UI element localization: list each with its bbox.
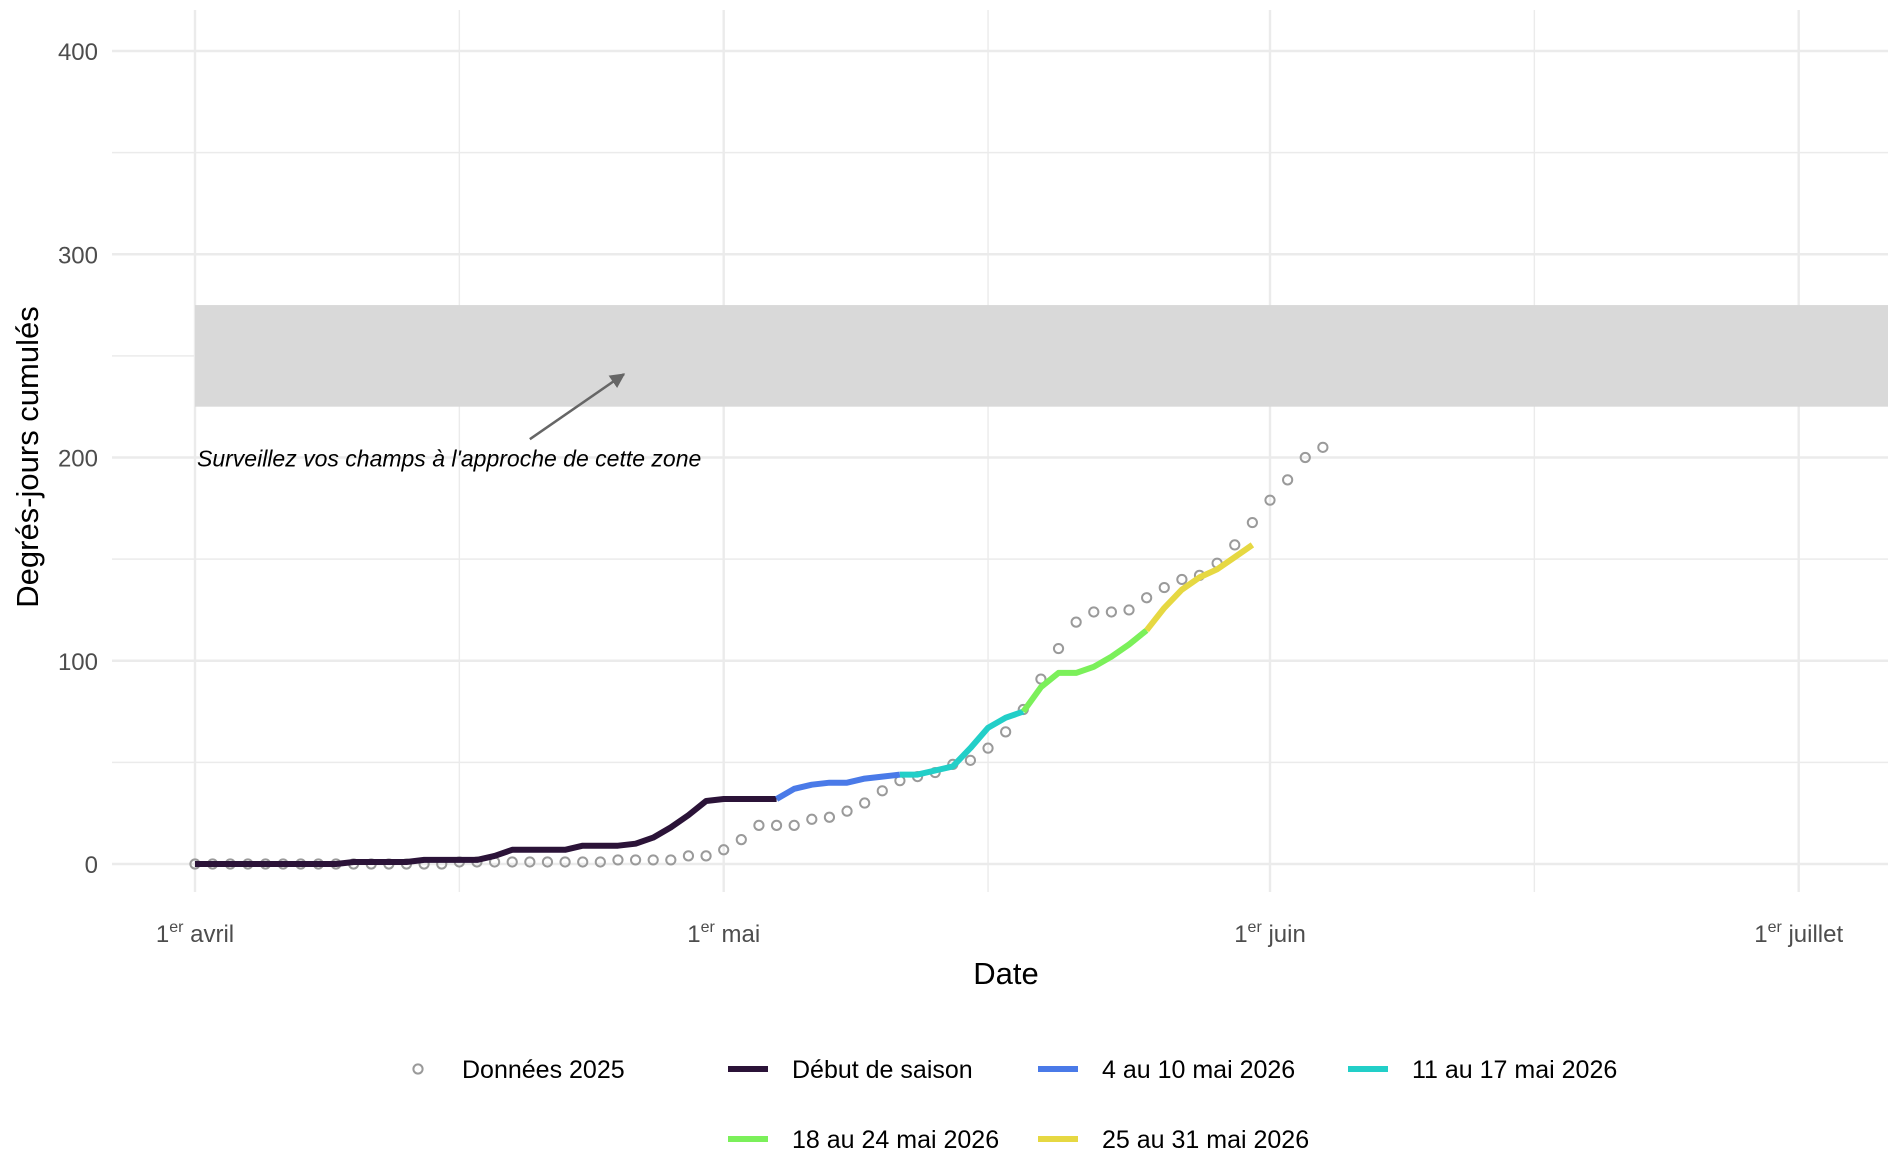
data-point-2025: [1070, 616, 1082, 628]
data-point-2025: [1141, 592, 1153, 604]
data-point-2025: [665, 854, 677, 866]
legend-label: 4 au 10 mai 2026: [1102, 1056, 1295, 1084]
points-2025: [189, 441, 1329, 870]
data-point-2025: [1317, 441, 1329, 453]
data-point-2025: [753, 819, 765, 831]
data-point-2025: [1229, 539, 1241, 551]
legend-item: 18 au 24 mai 2026: [728, 1126, 999, 1152]
series-line: [195, 796, 777, 867]
series-line: [775, 771, 901, 802]
y-tick-label: 300: [58, 242, 98, 269]
data-point-2025: [718, 844, 730, 856]
data-point-2025: [647, 854, 659, 866]
data-point-2025: [841, 805, 853, 817]
data-point-2025: [770, 819, 783, 831]
data-point-2025: [823, 811, 836, 823]
data-point-2025: [1158, 581, 1170, 594]
legend-item: 25 au 31 mai 2026: [1038, 1126, 1309, 1152]
y-axis-title: Degrés-jours cumulés: [10, 306, 45, 608]
x-tick-label: 1er mai: [687, 919, 760, 948]
data-point-2025: [1123, 604, 1135, 616]
data-point-2025: [1105, 606, 1117, 618]
data-point-2025: [524, 856, 536, 868]
x-axis-title: Date: [973, 956, 1038, 991]
data-point-2025: [1088, 606, 1100, 618]
data-point-2025: [612, 854, 624, 866]
x-tick-label: 1er juillet: [1754, 919, 1843, 948]
y-tick-label: 400: [58, 39, 98, 66]
legend-label: 11 au 17 mai 2026: [1412, 1056, 1617, 1084]
x-tick-label: 1er juin: [1234, 919, 1306, 948]
legend: Données 2025 Début de saison 4 au 10 mai 2…: [412, 1056, 1617, 1152]
data-point-2025: [700, 850, 712, 862]
series-2026: [195, 542, 1255, 867]
series-line: [1020, 627, 1149, 714]
data-point-2025: [1246, 516, 1258, 529]
series-line: [1144, 542, 1255, 633]
legend-label: 25 au 31 mai 2026: [1102, 1126, 1309, 1152]
legend-key-point: [412, 1063, 424, 1075]
data-point-2025: [788, 819, 800, 831]
data-point-2025: [506, 856, 518, 868]
y-tick-label: 0: [85, 852, 98, 879]
y-axis-ticks: 0 100 200 300 400: [58, 39, 98, 879]
data-point-2025: [1282, 474, 1294, 486]
x-axis-ticks: 1er avril 1er mai 1er juin 1er juillet: [156, 919, 1844, 948]
data-point-2025: [1176, 573, 1188, 586]
data-point-2025: [876, 785, 888, 797]
alert-band-rect: [195, 305, 1888, 407]
legend-item: Début de saison: [728, 1056, 973, 1084]
data-point-2025: [682, 850, 695, 862]
data-point-2025: [1299, 451, 1311, 464]
data-point-2025: [806, 813, 818, 825]
data-point-2025: [559, 856, 571, 868]
legend-label: 18 au 24 mai 2026: [792, 1126, 999, 1152]
data-point-2025: [577, 856, 589, 868]
annotation: Surveillez vos champs à l'approche de ce…: [197, 373, 701, 472]
data-point-2025: [1000, 726, 1012, 738]
data-point-2025: [859, 797, 871, 809]
annotation-arrow: [529, 373, 626, 441]
data-point-2025: [982, 742, 994, 754]
legend-item: 11 au 17 mai 2026: [1348, 1056, 1617, 1084]
legend-item: Données 2025: [412, 1056, 625, 1084]
data-point-2025: [735, 834, 747, 846]
annotation-text: Surveillez vos champs à l'approche de ce…: [197, 446, 701, 472]
legend-label: Données 2025: [462, 1056, 625, 1084]
data-point-2025: [594, 856, 606, 868]
series-line: [899, 708, 1025, 778]
legend-item: 4 au 10 mai 2026: [1038, 1056, 1295, 1084]
data-point-2025: [964, 754, 977, 766]
data-point-2025: [1264, 494, 1276, 506]
alert-band: [195, 305, 1888, 407]
data-point-2025: [629, 854, 642, 866]
data-point-2025: [1052, 642, 1065, 655]
y-tick-label: 100: [58, 649, 98, 676]
x-tick-label: 1er avril: [156, 919, 234, 948]
data-point-2025: [541, 856, 554, 868]
legend-label: Début de saison: [792, 1056, 973, 1084]
y-tick-label: 200: [58, 446, 98, 473]
